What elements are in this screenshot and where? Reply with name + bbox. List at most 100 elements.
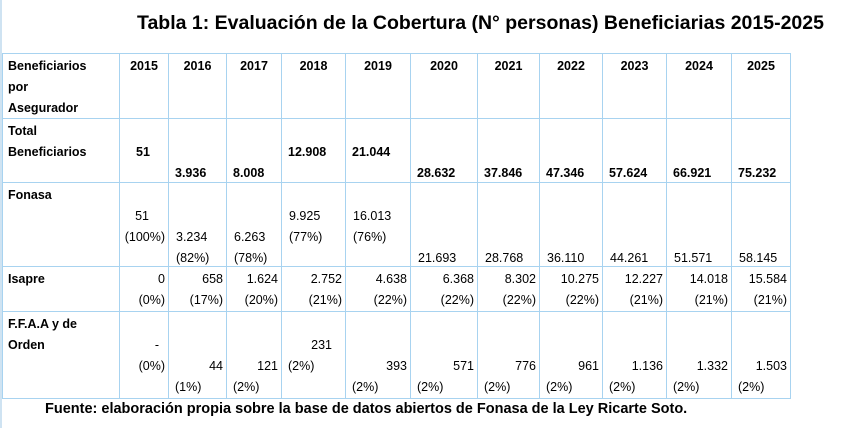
total-value-cell: 28.632 — [410, 118, 478, 183]
ffaa-value-cell: 961 (2%) — [539, 311, 603, 399]
isapre-pct: (21%) — [694, 293, 728, 307]
total-value-cell: 75.232 — [731, 118, 791, 183]
year-header-cell: 2018 — [281, 53, 346, 119]
isapre-value: 14.018 — [689, 272, 728, 286]
ffaa-pct: (2%) — [546, 380, 573, 394]
isapre-pct: (0%) — [138, 293, 165, 307]
ffaa-pct: (2%) — [352, 380, 379, 394]
year-header-cell: 2024 — [666, 53, 732, 119]
isapre-value: 1.624 — [246, 272, 278, 286]
fonasa-label-cell: Fonasa — [2, 182, 120, 267]
isapre-value-cell: 10.275 (22%) — [539, 266, 603, 312]
fonasa-value: 51 — [135, 209, 149, 223]
total-value-cell: 66.921 — [666, 118, 732, 183]
isapre-row: Isapre 0 (0%) 658 (17%) 1.624 (20%) 2.752 (21%) 4… — [2, 266, 791, 312]
year-header: 2016 — [183, 59, 212, 73]
fonasa-value: 16.013 — [353, 209, 392, 223]
ffaa-value: 571 — [453, 359, 474, 373]
total-label-cell: Total Beneficiarios — [2, 118, 120, 183]
fonasa-value-cell: 51 (100%) — [119, 182, 169, 267]
ffaa-value-cell: 571 (2%) — [410, 311, 478, 399]
ffaa-pct: (1%) — [175, 380, 202, 394]
ffaa-value: 776 — [515, 359, 536, 373]
ffaa-row: F.F.A.A y de Orden - (0%) 44 (1%) 121 (2%) 231 (2… — [2, 311, 791, 399]
ffaa-label-cell: F.F.A.A y de Orden — [2, 311, 120, 399]
total-label-line: Total — [8, 124, 37, 138]
fonasa-value: 51.571 — [674, 251, 713, 265]
ffaa-pct: (2%) — [417, 380, 444, 394]
ffaa-pct: (2%) — [738, 380, 765, 394]
header-label-line: Beneficiarios — [8, 59, 87, 73]
fonasa-value-cell: 58.145(77%) — [731, 182, 791, 267]
ffaa-value: 1.332 — [696, 359, 728, 373]
ffaa-value-cell: - (0%) — [119, 311, 169, 399]
ffaa-value: 961 — [578, 359, 599, 373]
isapre-value: 4.638 — [375, 272, 407, 286]
isapre-value: 10.275 — [560, 272, 599, 286]
isapre-value-cell: 0 (0%) — [119, 266, 169, 312]
fonasa-value: 21.693 — [418, 251, 457, 265]
total-value: 66.921 — [673, 166, 712, 180]
isapre-value: 8.302 — [504, 272, 536, 286]
isapre-pct: (20%) — [244, 293, 278, 307]
header-label-line: Asegurador — [8, 101, 79, 115]
ffaa-value-cell: 1.503 (2%) — [731, 311, 791, 399]
total-label-line: Beneficiarios — [8, 145, 87, 159]
ffaa-pct: (2%) — [609, 380, 636, 394]
fonasa-value-cell: 21.693(76%) — [410, 182, 478, 267]
total-value: 3.936 — [175, 166, 207, 180]
year-header-cell: 2017 — [226, 53, 282, 119]
year-header: 2017 — [240, 59, 268, 73]
fonasa-label: Fonasa — [8, 188, 52, 202]
ffaa-value-cell: 44 (1%) — [168, 311, 227, 399]
fonasa-value-cell: 51.571(77%) — [666, 182, 732, 267]
ffaa-pct: (2%) — [673, 380, 700, 394]
total-value-cell: 8.008 — [226, 118, 282, 183]
ffaa-value-cell: 1.332 (2%) — [666, 311, 732, 399]
fonasa-value: 44.261 — [610, 251, 649, 265]
ffaa-label-line: Orden — [8, 338, 45, 352]
isapre-value-cell: 14.018 (21%) — [666, 266, 732, 312]
isapre-value: 658 — [202, 272, 223, 286]
isapre-value-cell: 15.584 (21%) — [731, 266, 791, 312]
total-value-cell: 3.936 — [168, 118, 227, 183]
ffaa-value-cell: 231 (2%) — [281, 311, 346, 399]
isapre-value-cell: 1.624 (20%) — [226, 266, 282, 312]
isapre-pct: (21%) — [308, 293, 342, 307]
year-header-cell: 2015 — [119, 53, 169, 119]
year-header: 2024 — [685, 59, 713, 73]
fonasa-value: 58.145 — [739, 251, 778, 265]
ffaa-pct: (2%) — [288, 359, 315, 373]
ffaa-value: 231 — [311, 338, 332, 352]
fonasa-value-cell: 6.263 (78%) — [226, 182, 282, 267]
ffaa-pct: (2%) — [233, 380, 260, 394]
isapre-pct: (21%) — [629, 293, 663, 307]
isapre-value: 15.584 — [748, 272, 787, 286]
isapre-value: 12.227 — [624, 272, 663, 286]
fonasa-row: Fonasa 51 (100%) 3.234 (82%) 6.263 (78%) 9.925 (… — [2, 182, 791, 267]
fonasa-value-cell: 16.013 (76%) — [345, 182, 411, 267]
isapre-value-cell: 658 (17%) — [168, 266, 227, 312]
source-note: Fuente: elaboración propia sobre la base… — [45, 401, 688, 417]
year-header-cell: 2021 — [477, 53, 540, 119]
fonasa-value-cell: 3.234 (82%) — [168, 182, 227, 267]
total-value: 12.908 — [288, 145, 327, 159]
year-header-cell: 2025 — [731, 53, 791, 119]
isapre-pct: (17%) — [189, 293, 223, 307]
header-row: Beneficiarios por Asegurador 2015 2016 2017 20… — [2, 53, 791, 119]
isapre-value-cell: 6.368 (22%) — [410, 266, 478, 312]
total-row: Total Beneficiarios 51 3.936 8.008 12.908 21.0… — [2, 118, 791, 183]
total-value-cell: 21.044 — [345, 118, 411, 183]
total-value-cell: 57.624 — [602, 118, 667, 183]
ffaa-value-cell: 393 (2%) — [345, 311, 411, 399]
ffaa-value: 121 — [257, 359, 278, 373]
year-header: 2025 — [747, 59, 775, 73]
isapre-value-cell: 2.752 (21%) — [281, 266, 346, 312]
ffaa-value-cell: 776 (2%) — [477, 311, 540, 399]
ffaa-value: 1.136 — [631, 359, 663, 373]
year-header-cell: 2019 — [345, 53, 411, 119]
ffaa-pct: (0%) — [138, 359, 165, 373]
fonasa-pct: (100%) — [124, 230, 165, 244]
total-value: 28.632 — [417, 166, 456, 180]
header-label-cell: Beneficiarios por Asegurador — [2, 53, 120, 119]
